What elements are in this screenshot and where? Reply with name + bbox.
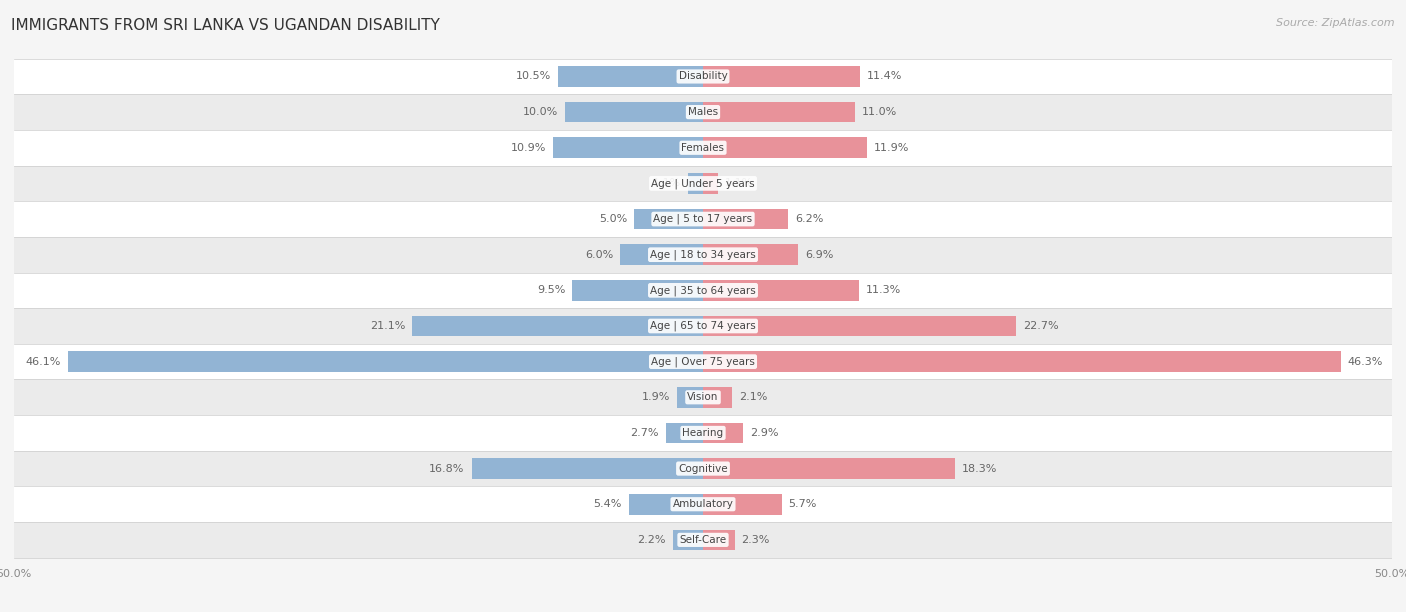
Text: 2.7%: 2.7% [630, 428, 659, 438]
Bar [703, 280, 859, 300]
Text: 2.3%: 2.3% [741, 535, 770, 545]
Text: 22.7%: 22.7% [1022, 321, 1059, 331]
Text: 18.3%: 18.3% [962, 463, 997, 474]
Bar [628, 494, 703, 515]
Bar [688, 173, 703, 194]
Bar [14, 522, 1392, 558]
Text: 5.0%: 5.0% [599, 214, 627, 224]
Bar [14, 237, 1392, 272]
Text: Age | 5 to 17 years: Age | 5 to 17 years [654, 214, 752, 225]
Text: Hearing: Hearing [682, 428, 724, 438]
Text: 6.0%: 6.0% [585, 250, 613, 259]
Bar [14, 201, 1392, 237]
Text: 5.7%: 5.7% [789, 499, 817, 509]
Text: 6.2%: 6.2% [796, 214, 824, 224]
Text: 1.9%: 1.9% [641, 392, 669, 402]
Text: 11.0%: 11.0% [862, 107, 897, 117]
Bar [14, 166, 1392, 201]
Bar [572, 280, 703, 300]
Bar [565, 102, 703, 122]
Text: 5.4%: 5.4% [593, 499, 621, 509]
Bar [703, 458, 955, 479]
Bar [14, 487, 1392, 522]
Text: 6.9%: 6.9% [806, 250, 834, 259]
Text: Age | 65 to 74 years: Age | 65 to 74 years [650, 321, 756, 331]
Text: Age | Under 5 years: Age | Under 5 years [651, 178, 755, 188]
Bar [14, 415, 1392, 451]
Text: Ambulatory: Ambulatory [672, 499, 734, 509]
Text: 11.3%: 11.3% [866, 285, 901, 296]
Bar [703, 316, 1015, 337]
Text: 16.8%: 16.8% [429, 463, 464, 474]
Bar [703, 209, 789, 230]
Bar [14, 130, 1392, 166]
Text: IMMIGRANTS FROM SRI LANKA VS UGANDAN DISABILITY: IMMIGRANTS FROM SRI LANKA VS UGANDAN DIS… [11, 18, 440, 34]
Text: 11.4%: 11.4% [868, 72, 903, 81]
Bar [666, 423, 703, 443]
Bar [14, 308, 1392, 344]
Text: 1.1%: 1.1% [652, 179, 681, 188]
Bar [14, 344, 1392, 379]
Bar [14, 451, 1392, 487]
Text: 10.5%: 10.5% [516, 72, 551, 81]
Text: 46.1%: 46.1% [25, 357, 60, 367]
Text: 21.1%: 21.1% [370, 321, 405, 331]
Bar [703, 244, 799, 265]
Text: 46.3%: 46.3% [1348, 357, 1384, 367]
Bar [703, 494, 782, 515]
Bar [412, 316, 703, 337]
Bar [703, 173, 718, 194]
Text: 2.2%: 2.2% [637, 535, 666, 545]
Text: Cognitive: Cognitive [678, 463, 728, 474]
Text: Age | 18 to 34 years: Age | 18 to 34 years [650, 250, 756, 260]
Text: Females: Females [682, 143, 724, 153]
Bar [703, 66, 860, 87]
Text: 2.9%: 2.9% [749, 428, 779, 438]
Bar [676, 387, 703, 408]
Text: 9.5%: 9.5% [537, 285, 565, 296]
Text: 11.9%: 11.9% [875, 143, 910, 153]
Bar [672, 529, 703, 550]
Text: Vision: Vision [688, 392, 718, 402]
Bar [471, 458, 703, 479]
Text: 1.1%: 1.1% [725, 179, 754, 188]
Bar [558, 66, 703, 87]
Text: Age | 35 to 64 years: Age | 35 to 64 years [650, 285, 756, 296]
Text: 10.9%: 10.9% [510, 143, 546, 153]
Text: Disability: Disability [679, 72, 727, 81]
Bar [703, 138, 868, 158]
Text: Source: ZipAtlas.com: Source: ZipAtlas.com [1277, 18, 1395, 28]
Text: Age | Over 75 years: Age | Over 75 years [651, 356, 755, 367]
Bar [703, 351, 1341, 372]
Bar [703, 387, 733, 408]
Text: 10.0%: 10.0% [523, 107, 558, 117]
Text: Self-Care: Self-Care [679, 535, 727, 545]
Bar [634, 209, 703, 230]
Bar [703, 529, 735, 550]
Bar [703, 423, 742, 443]
Bar [553, 138, 703, 158]
Bar [14, 272, 1392, 308]
Bar [67, 351, 703, 372]
Text: 2.1%: 2.1% [738, 392, 768, 402]
Text: Males: Males [688, 107, 718, 117]
Bar [14, 379, 1392, 415]
Bar [14, 94, 1392, 130]
Bar [14, 59, 1392, 94]
Bar [620, 244, 703, 265]
Bar [703, 102, 855, 122]
